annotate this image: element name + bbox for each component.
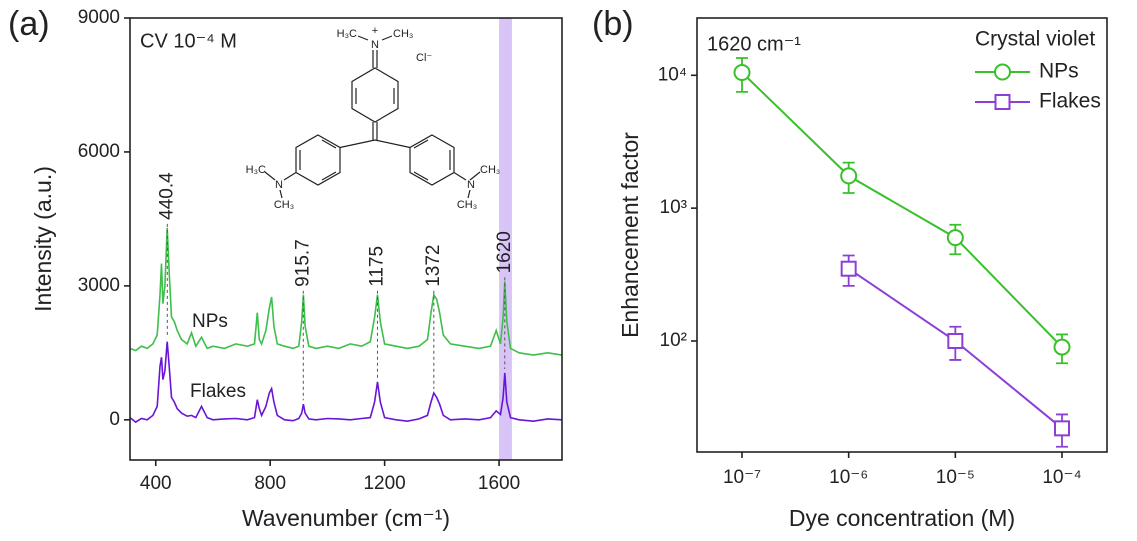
legend-entry: Flakes [975, 90, 1101, 113]
marker [947, 332, 964, 349]
structure-label: CH₃ [393, 28, 413, 40]
peak-label: 1175 [366, 246, 387, 287]
y-axis-label: Enhancement factor [617, 132, 643, 338]
legend-title: Crystal violet [975, 28, 1095, 51]
y-tick-label: 0 [109, 409, 120, 430]
legend-marker [994, 63, 1011, 81]
spectrum-line [129, 341, 563, 424]
x-axis-label: Dye concentration (M) [789, 505, 1015, 531]
y-tick-label: 10² [660, 330, 687, 351]
legend-label: NPs [1039, 60, 1079, 83]
marker [840, 260, 857, 277]
y-tick-label: 3000 [78, 275, 120, 296]
y-tick-label: 10³ [660, 197, 687, 218]
structure-label: Cl⁻ [416, 52, 432, 64]
plot-frame [129, 17, 563, 461]
marker [1054, 420, 1070, 437]
x-tick-label: 10⁻⁴ [1042, 467, 1081, 488]
peak-label: 440.4 [156, 172, 177, 220]
structure-label: + [372, 25, 378, 37]
series-label: NPs [192, 311, 228, 332]
structure-label: CH₃ [480, 164, 500, 176]
annotation: 1620 cm⁻¹ [707, 33, 801, 55]
series-label: Flakes [190, 381, 246, 402]
x-tick-label: 400 [140, 473, 172, 494]
annotation: CV 10⁻⁴ M [140, 30, 237, 52]
structure-label: H₃C [337, 28, 357, 40]
chemical-structure: H₃C N + CH₃ Cl⁻ H₃C N CH₃ N CH₃ CH₃ [246, 25, 501, 211]
y-tick-label: 10⁴ [658, 64, 687, 85]
x-tick-label: 1600 [478, 473, 520, 494]
x-tick-label: 10⁻⁶ [829, 467, 868, 488]
peak-label: 1372 [423, 245, 444, 287]
structure-label: N [371, 39, 379, 51]
marker [840, 167, 858, 185]
marker [733, 63, 751, 81]
highlight-band [499, 18, 512, 460]
x-tick-label: 800 [254, 473, 286, 494]
x-tick-label: 10⁻⁵ [936, 467, 975, 488]
x-tick-label: 10⁻⁷ [723, 467, 761, 488]
structure-label: CH₃ [457, 199, 477, 211]
x-axis-label: Wavenumber (cm⁻¹) [242, 505, 450, 531]
bond [264, 35, 481, 199]
legend-entry: NPs [975, 60, 1079, 83]
marker [1053, 338, 1071, 356]
structure-label: N [467, 179, 475, 191]
structure-label: N [275, 179, 283, 191]
structure-label: CH₃ [274, 199, 294, 211]
peak-label: 1620 [494, 231, 515, 273]
legend-marker [994, 94, 1011, 110]
y-tick-label: 6000 [78, 141, 120, 162]
series-line [741, 71, 1063, 348]
panel-label: (b) [592, 5, 634, 43]
y-tick-label: 9000 [78, 7, 120, 28]
peak-label: 915.7 [292, 239, 313, 287]
marker [946, 229, 964, 247]
y-axis-label: Intensity (a.u.) [30, 166, 56, 312]
plot-frame [696, 17, 1108, 453]
panel-label: (a) [8, 5, 50, 43]
x-tick-label: 1200 [363, 473, 405, 494]
spectrum-line [129, 227, 563, 356]
legend-label: Flakes [1039, 90, 1101, 113]
structure-label: H₃C [246, 164, 266, 176]
